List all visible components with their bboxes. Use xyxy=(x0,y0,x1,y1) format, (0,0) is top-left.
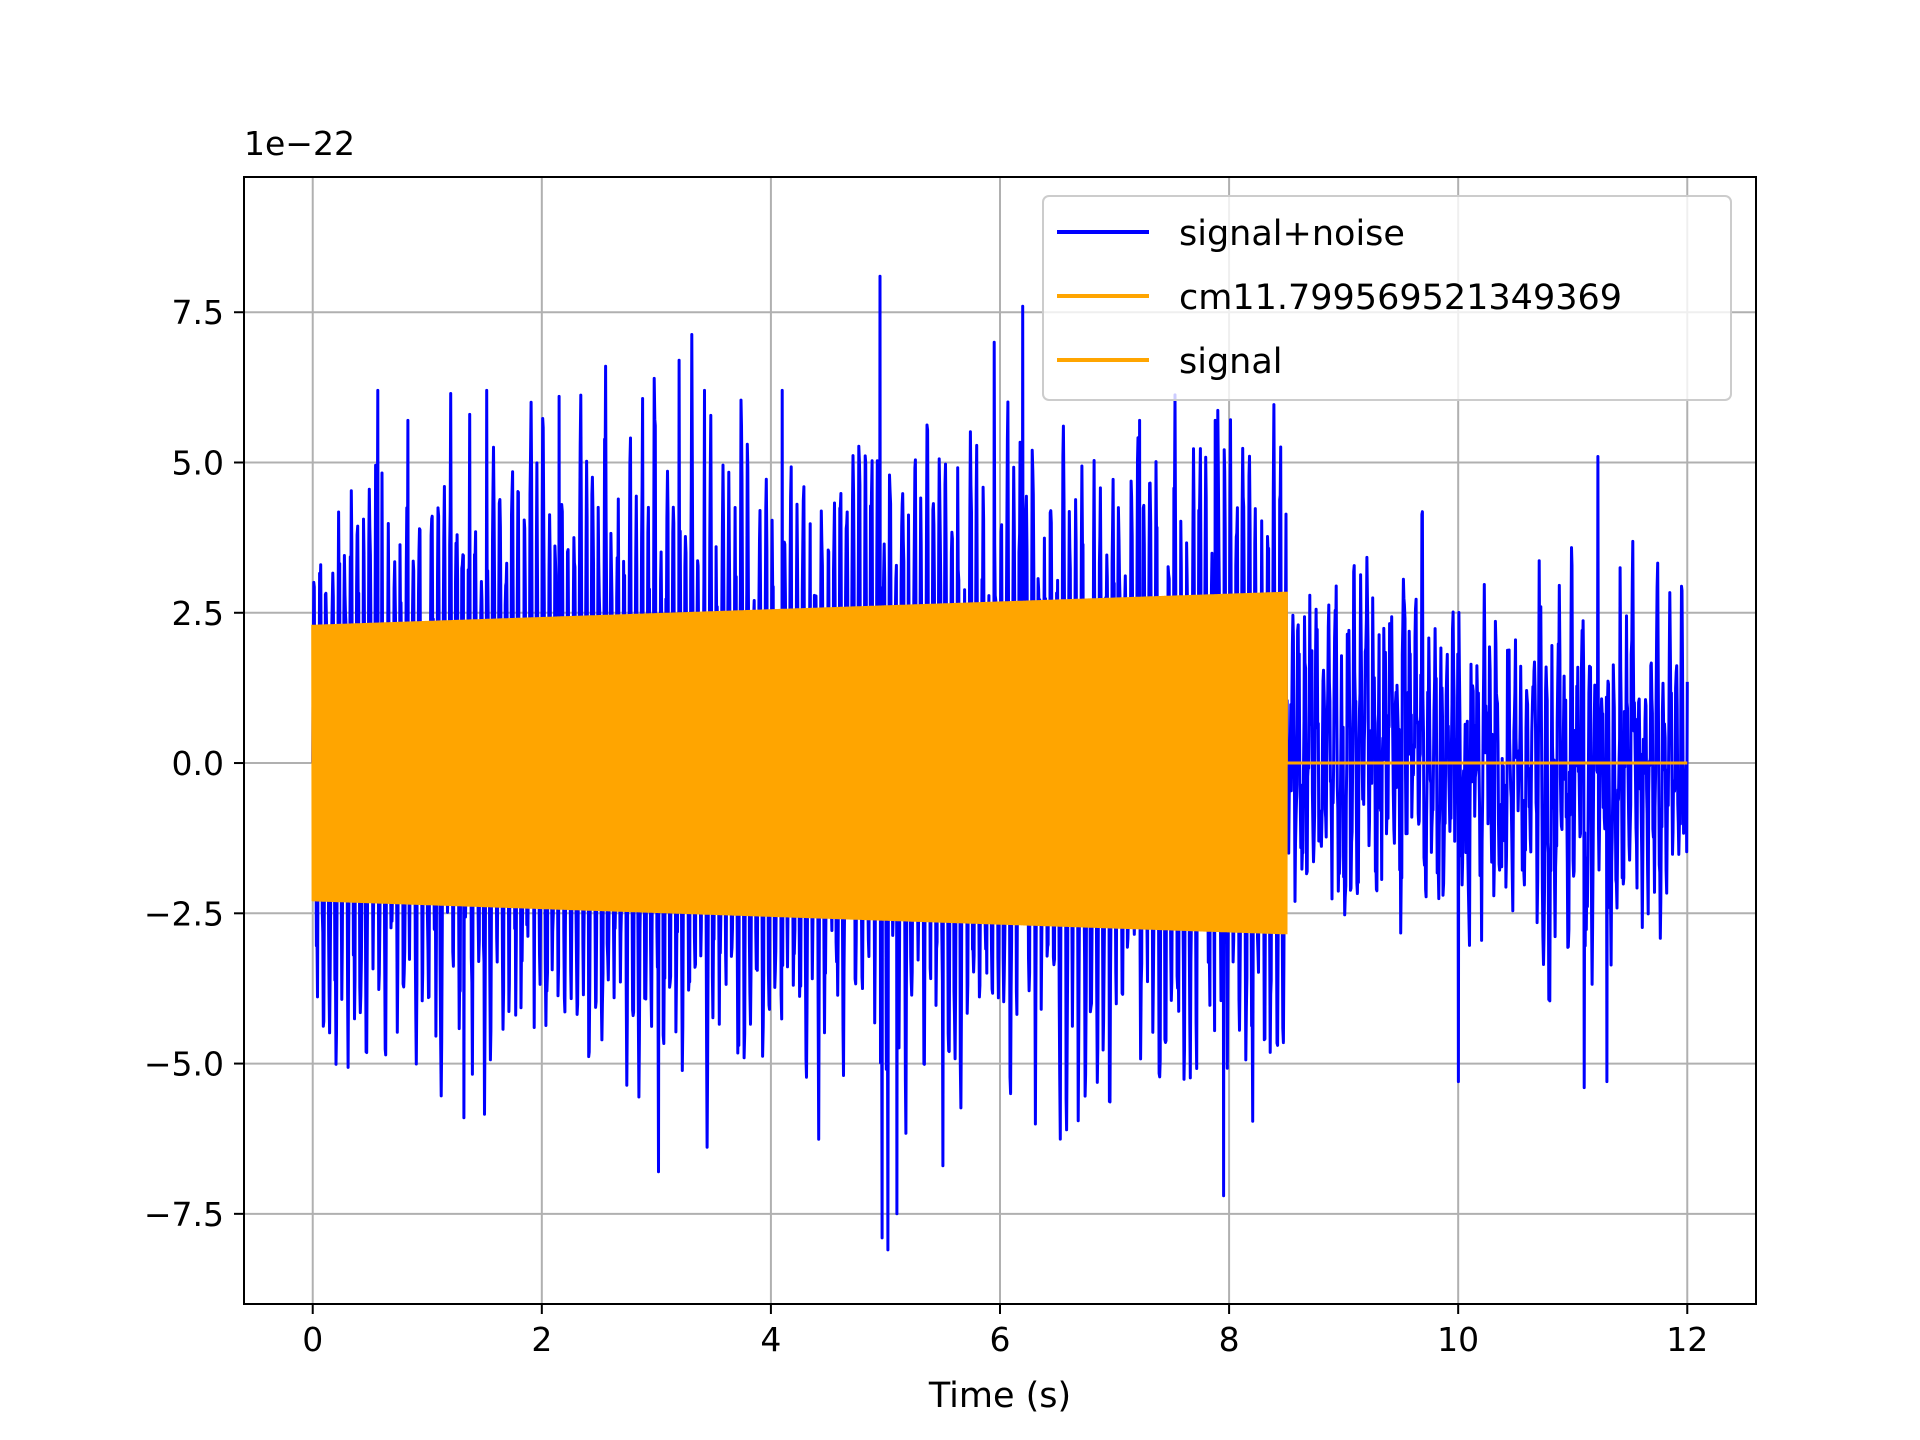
y-tick-label: 5.0 xyxy=(172,444,224,483)
legend-box xyxy=(1042,195,1732,401)
x-tick-label: 2 xyxy=(531,1320,552,1359)
x-tick-label: 12 xyxy=(1666,1320,1708,1359)
x-tick-label: 8 xyxy=(1219,1320,1240,1359)
y-tick-label: −7.5 xyxy=(144,1195,224,1234)
y-tick-label: −5.0 xyxy=(144,1045,224,1084)
y-tick-label: 0.0 xyxy=(172,744,224,783)
ticks: 0 2 4 6 8 10 12 −7.5 −5.0 −2.5 0.0 2.5 5.0 7.5 xyxy=(144,293,1708,1359)
legend-label: signal+noise xyxy=(1179,214,1405,254)
y-tick-label: 7.5 xyxy=(172,293,224,332)
x-tick-label: 0 xyxy=(302,1320,323,1359)
x-axis-label: Time (s) xyxy=(928,1376,1071,1416)
series-layer xyxy=(311,274,1689,1252)
y-tick-label: −2.5 xyxy=(144,894,224,933)
x-tick-label: 6 xyxy=(990,1320,1011,1359)
legend: signal+noise cm11.799569521349369 signal xyxy=(1042,195,1732,401)
y-offset-text: 1e−22 xyxy=(244,124,355,163)
x-tick-label: 4 xyxy=(760,1320,781,1359)
legend-label: signal xyxy=(1179,342,1283,382)
series-signal-line xyxy=(311,591,1688,935)
y-tick-label: 2.5 xyxy=(172,594,224,633)
x-tick-label: 10 xyxy=(1437,1320,1479,1359)
legend-label: cm11.799569521349369 xyxy=(1179,278,1622,318)
